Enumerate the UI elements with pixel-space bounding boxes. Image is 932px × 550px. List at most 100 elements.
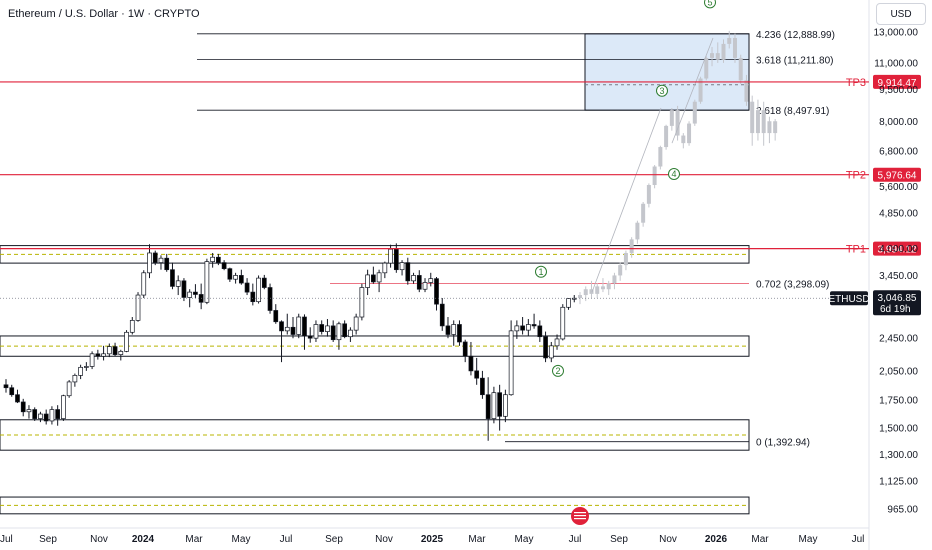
candle bbox=[319, 324, 325, 332]
candle bbox=[250, 291, 256, 303]
projection-candle bbox=[606, 283, 611, 290]
candle bbox=[330, 325, 336, 341]
time-tick-label: Sep bbox=[325, 534, 343, 545]
wave-label: 2 bbox=[555, 366, 560, 376]
zone-box bbox=[0, 419, 750, 451]
current-price-tag bbox=[873, 290, 921, 316]
wave-label: 5 bbox=[707, 0, 712, 8]
projection-candle bbox=[578, 295, 582, 299]
candle bbox=[72, 375, 78, 383]
wave-circle bbox=[552, 364, 564, 377]
projection-candle bbox=[744, 80, 749, 102]
candle bbox=[445, 325, 451, 335]
candle bbox=[457, 324, 462, 343]
candle bbox=[296, 316, 302, 335]
candle bbox=[382, 262, 388, 274]
candle bbox=[537, 325, 543, 338]
candle bbox=[462, 341, 468, 357]
time-tick-label: Jul bbox=[0, 534, 13, 545]
event-flag[interactable] bbox=[571, 507, 589, 525]
wave-path-line bbox=[671, 37, 714, 144]
candle bbox=[170, 269, 175, 287]
projection-candle bbox=[664, 125, 669, 148]
target-price-tag bbox=[873, 74, 921, 89]
candle bbox=[101, 353, 106, 357]
candle bbox=[15, 394, 20, 403]
candle bbox=[20, 401, 26, 413]
projection-candle bbox=[641, 203, 646, 223]
price-tick-label: 1,500.00 bbox=[879, 424, 918, 435]
projection-candle bbox=[589, 289, 594, 294]
candle bbox=[485, 394, 491, 419]
projection-candle bbox=[629, 239, 634, 253]
candle bbox=[233, 275, 238, 280]
candle bbox=[210, 256, 215, 262]
fib-extension-levels: 4.236 (12,888.99) 3.618 (11,211.80) 2.618 … bbox=[197, 30, 835, 449]
target-name: TP2 bbox=[846, 170, 866, 182]
current-price-label: 3,046.85 bbox=[878, 293, 917, 304]
candle bbox=[307, 335, 313, 339]
candle bbox=[388, 248, 393, 264]
target-price-tag bbox=[873, 241, 921, 256]
support-resistance-zones bbox=[0, 245, 750, 515]
wave-circle bbox=[704, 0, 716, 9]
time-tick-label: Mar bbox=[468, 534, 486, 545]
price-tick-label: 8,000.00 bbox=[879, 117, 918, 128]
candle bbox=[204, 261, 210, 303]
price-tick-label: 9,500.00 bbox=[879, 85, 918, 96]
projection-candle bbox=[618, 265, 623, 276]
candle bbox=[26, 409, 32, 413]
projection-candle bbox=[623, 252, 628, 266]
currency-button[interactable]: USD bbox=[876, 3, 926, 25]
candle bbox=[566, 298, 571, 308]
flag-stripe bbox=[574, 512, 586, 514]
time-tick-label: Nov bbox=[375, 534, 393, 545]
target-price-label: 3,994.12 bbox=[878, 245, 917, 256]
candle bbox=[405, 262, 411, 282]
candle bbox=[152, 252, 158, 263]
time-axis[interactable]: Jul Sep Nov 2024 Mar May Jul Sep Nov 2025 Mar May Ju… bbox=[0, 534, 864, 545]
candle bbox=[267, 287, 273, 311]
price-tick-label: 965.00 bbox=[887, 505, 918, 516]
wave-circle bbox=[668, 167, 680, 180]
projection-candle bbox=[761, 110, 766, 134]
fib-level-label: 0.702 (3,298.09) bbox=[756, 280, 829, 291]
target-price-label: 5,976.64 bbox=[878, 171, 917, 182]
projection-candle bbox=[767, 121, 772, 134]
candle bbox=[290, 326, 296, 335]
candle bbox=[376, 272, 382, 283]
wave-circle bbox=[535, 265, 547, 278]
wave-label: 4 bbox=[671, 169, 676, 179]
target-price-tag bbox=[873, 167, 921, 182]
flag-stripe bbox=[574, 515, 586, 517]
price-axis[interactable]: 13,000.00 11,000.00 9,500.00 8,000.00 6,800.… bbox=[874, 28, 919, 516]
time-tick-label: Sep bbox=[610, 534, 628, 545]
candle bbox=[525, 324, 531, 331]
candle bbox=[359, 287, 365, 318]
projected-path bbox=[578, 30, 778, 305]
candle bbox=[474, 370, 480, 379]
candle bbox=[32, 409, 38, 419]
price-tick-label: 13,000.00 bbox=[874, 28, 919, 39]
projection-candle bbox=[773, 121, 778, 134]
candle bbox=[38, 413, 43, 419]
candle bbox=[325, 325, 330, 332]
projection-candle bbox=[675, 110, 680, 136]
candle bbox=[273, 310, 279, 323]
fib-level-label: 0 (1,392.94) bbox=[756, 438, 810, 449]
candle bbox=[371, 274, 376, 283]
candle bbox=[548, 345, 554, 359]
elliott-wave-labels: 1 2 3 4 5 bbox=[535, 0, 716, 377]
symbol-title: Ethereum / U.S. Dollar · 1W · CRYPTO bbox=[8, 8, 200, 20]
time-tick-label: Sep bbox=[39, 534, 57, 545]
candle bbox=[284, 326, 290, 332]
time-tick-label: 2024 bbox=[132, 534, 155, 545]
price-tick-label: 11,000.00 bbox=[874, 58, 918, 69]
time-tick-label: Mar bbox=[751, 534, 769, 545]
candle bbox=[112, 346, 118, 355]
candle bbox=[244, 282, 250, 293]
candle bbox=[416, 275, 422, 290]
candle bbox=[9, 387, 15, 396]
